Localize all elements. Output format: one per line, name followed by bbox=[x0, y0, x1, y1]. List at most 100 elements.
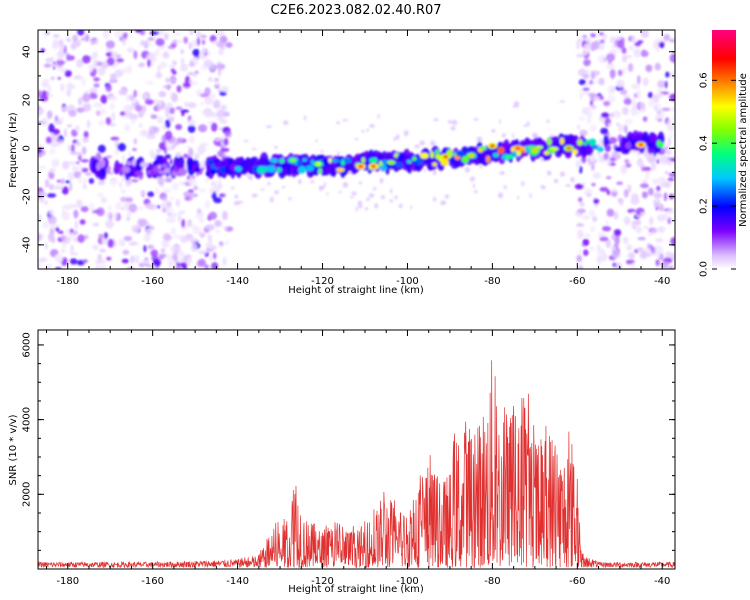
heatmap-noise-cell bbox=[189, 30, 194, 36]
heatmap-noise-cell bbox=[108, 96, 118, 101]
heatmap-noise-cell bbox=[53, 185, 64, 190]
heatmap-noise-cell bbox=[184, 195, 190, 201]
heatmap-noise-cell bbox=[192, 48, 200, 57]
heatmap-noise-cell bbox=[670, 131, 674, 139]
heatmap-noise-cell bbox=[70, 244, 74, 253]
heatmap-noise-cell bbox=[653, 102, 661, 113]
heatmap-noise-cell bbox=[102, 30, 110, 39]
heatmap-noise-cell bbox=[648, 187, 654, 196]
heatmap-noise-cell bbox=[642, 179, 648, 185]
heatmap-noise-cell bbox=[73, 75, 83, 80]
heatmap-noise-cell bbox=[599, 95, 604, 101]
heatmap-noise-cell bbox=[657, 118, 663, 122]
heatmap-noise-cell bbox=[38, 90, 42, 99]
y-tick-label: 2000 bbox=[22, 482, 33, 507]
heatmap-noise-cell bbox=[46, 193, 57, 198]
heatmap-noise-cell bbox=[100, 197, 108, 203]
x-tick-label: -140 bbox=[226, 576, 249, 587]
heatmap-noise-cell bbox=[380, 195, 385, 200]
heatmap-signal-cell bbox=[559, 137, 565, 145]
snr-panel: -180 -160 -140 -120 -100 -80 -60 -40 2000 4000 600… bbox=[8, 329, 676, 595]
heatmap-noise-cell bbox=[274, 190, 279, 195]
heatmap-noise-cell bbox=[133, 138, 137, 145]
heatmap-noise-cell bbox=[398, 203, 403, 209]
heatmap-noise-cell bbox=[656, 88, 663, 93]
heatmap-noise-cell bbox=[174, 141, 180, 146]
heatmap-noise-cell bbox=[636, 157, 644, 167]
heatmap-noise-cell bbox=[653, 198, 661, 208]
x-tick-label: -40 bbox=[654, 276, 670, 287]
heatmap-noise-cell bbox=[171, 92, 178, 103]
heatmap-noise-cell bbox=[140, 129, 149, 137]
heatmap-noise-cell bbox=[126, 47, 135, 53]
heatmap-noise-cell bbox=[625, 163, 632, 168]
heatmap-signal-cell bbox=[497, 146, 505, 154]
heatmap-noise-cell bbox=[187, 219, 192, 228]
heatmap-noise-cell bbox=[220, 147, 230, 153]
heatmap-signal-cell bbox=[435, 149, 440, 157]
heatmap-noise-cell bbox=[609, 38, 616, 44]
heatmap-noise-cell bbox=[109, 102, 116, 110]
heatmap-noise-cell bbox=[540, 158, 544, 162]
heatmap-noise-cell bbox=[588, 246, 595, 251]
heatmap-noise-cell bbox=[214, 220, 222, 227]
heatmap-noise-cell bbox=[165, 177, 173, 183]
heatmap-noise-cell bbox=[605, 176, 612, 180]
heatmap-noise-cell bbox=[559, 100, 565, 103]
heatmap-signal-cell bbox=[344, 157, 352, 164]
heatmap-noise-cell bbox=[251, 147, 257, 151]
heatmap-noise-cell bbox=[38, 106, 44, 115]
heatmap-signal-cell bbox=[369, 157, 378, 164]
heatmap-noise-cell bbox=[656, 47, 660, 52]
heatmap-noise-cell bbox=[162, 199, 167, 206]
heatmap-noise-cell bbox=[641, 191, 648, 199]
heatmap-noise-cell bbox=[46, 110, 53, 119]
heatmap-noise-cell bbox=[125, 94, 130, 102]
heatmap-noise-cell bbox=[70, 144, 75, 153]
heatmap-noise-cell bbox=[149, 30, 160, 36]
heatmap-noise-cell bbox=[170, 244, 178, 254]
heatmap-noise-cell bbox=[172, 252, 178, 261]
heatmap-noise-cell bbox=[393, 136, 397, 141]
heatmap-noise-cell bbox=[191, 243, 198, 252]
heatmap-noise-cell bbox=[63, 128, 68, 138]
x-tick-label: -80 bbox=[484, 276, 500, 287]
heatmap-noise-cell bbox=[158, 256, 164, 260]
heatmap-noise-cell bbox=[211, 191, 217, 200]
heatmap-noise-cell bbox=[590, 71, 595, 80]
heatmap-noise-cell bbox=[46, 263, 53, 269]
spectrogram-panel: -180 -160 -140 -120 -100 -80 -60 -40 40 20 0 -20 -40… bbox=[8, 29, 676, 296]
heatmap-noise-cell bbox=[611, 249, 621, 259]
heatmap-noise-cell bbox=[198, 188, 207, 193]
heatmap-noise-cell bbox=[172, 39, 178, 45]
heatmap-noise-cell bbox=[76, 199, 83, 209]
heatmap-noise-cell bbox=[582, 215, 590, 220]
heatmap-noise-cell bbox=[164, 33, 169, 41]
heatmap-signal-cell bbox=[302, 158, 308, 162]
heatmap-noise-cell bbox=[187, 102, 197, 109]
heatmap-noise-cell bbox=[669, 93, 675, 102]
heatmap-noise-cell bbox=[606, 208, 615, 217]
colorbar: 0.0 0.2 0.4 0.6 Normalized spectral amplitu… bbox=[699, 30, 749, 277]
heatmap-noise-cell bbox=[204, 200, 210, 209]
heatmap-noise-cell bbox=[217, 150, 224, 157]
heatmap-noise-cell bbox=[631, 83, 640, 90]
heatmap-signal-cell bbox=[244, 164, 253, 171]
heatmap-noise-cell bbox=[631, 211, 636, 216]
heatmap-noise-cell bbox=[582, 87, 590, 91]
heatmap-noise-cell bbox=[220, 86, 230, 93]
y-tick-label: -40 bbox=[22, 237, 33, 253]
heatmap-noise-cell bbox=[641, 30, 649, 38]
heatmap-noise-cell bbox=[661, 109, 665, 119]
heatmap-signal-cell bbox=[176, 161, 183, 170]
heatmap-hotspot bbox=[515, 146, 521, 150]
heatmap-noise-cell bbox=[323, 182, 326, 187]
heatmap-noise-cell bbox=[620, 164, 627, 175]
heatmap-noise-cell bbox=[168, 116, 175, 122]
heatmap-noise-cell bbox=[38, 214, 42, 221]
heatmap-noise-cell bbox=[92, 244, 99, 251]
heatmap-signal-cell bbox=[328, 157, 333, 163]
heatmap-signal-cell bbox=[161, 163, 169, 168]
heatmap-noise-cell bbox=[103, 232, 108, 240]
snr-x-axis-label: Height of straight line (km) bbox=[288, 584, 424, 595]
